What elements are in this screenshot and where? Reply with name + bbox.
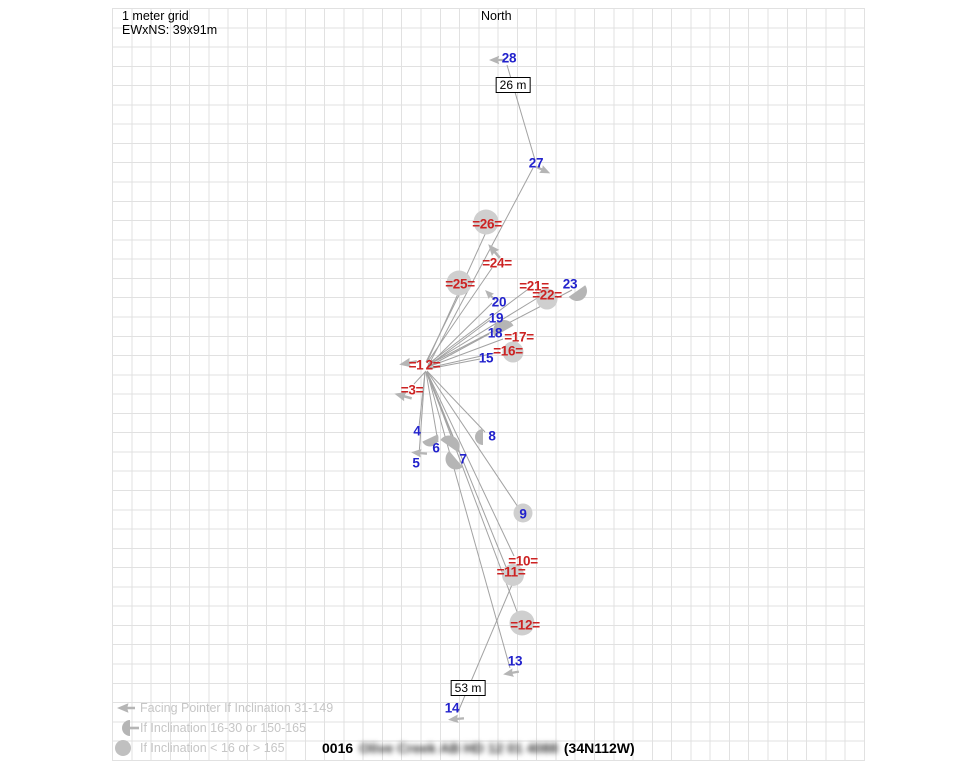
station-label-25[interactable]: =25= [445, 276, 475, 292]
station-circle-marker [509, 610, 535, 636]
survey-shot-line [426, 370, 486, 433]
shot-distance-label: 26 m [495, 77, 531, 93]
survey-shot-line [426, 371, 515, 557]
station-label-23[interactable]: 23 [562, 276, 578, 292]
station-label-7[interactable]: 7 [459, 451, 467, 467]
station-label-19[interactable]: 19 [488, 310, 504, 326]
station-label-27[interactable]: 27 [528, 155, 544, 171]
station-circle-marker [446, 270, 472, 296]
survey-shot-line [427, 289, 528, 365]
survey-shot-line [413, 370, 427, 385]
station-label-13[interactable]: 13 [507, 653, 523, 669]
circle-marker-icon [115, 740, 131, 756]
station-facing-pointer-icon [448, 714, 465, 724]
survey-shot-line [426, 267, 493, 364]
survey-shot-line [427, 358, 481, 370]
location-code: (34N112W) [563, 740, 635, 756]
station-label-24[interactable]: =24= [482, 255, 512, 271]
station-label-3[interactable]: =3= [400, 382, 424, 398]
station-circle-marker [513, 503, 533, 523]
station-label-1[interactable]: =1 [408, 357, 424, 373]
station-facing-pointer-icon [488, 244, 501, 259]
station-label-2[interactable]: 2= [425, 357, 441, 373]
station-label-18[interactable]: 18 [487, 325, 503, 341]
station-half-pointer-icon [475, 429, 483, 445]
redacted-cave-name: Olive Creek AB HD 12 01 4088 [359, 740, 558, 756]
station-label-16[interactable]: =16= [493, 343, 523, 359]
station-label-8[interactable]: 8 [488, 428, 496, 444]
legend-row-facing-pointer: Facing Pointer If Inclination 31-149 [112, 698, 333, 718]
station-label-22[interactable]: =22= [532, 287, 562, 303]
station-label-10[interactable]: =10= [508, 553, 538, 569]
survey-shot-line [426, 370, 519, 508]
meter-grid [112, 8, 865, 761]
station-half-pointer-icon [493, 320, 514, 337]
station-label-6[interactable]: 6 [432, 440, 440, 456]
station-half-pointer-icon [445, 450, 463, 470]
survey-shot-line [427, 351, 500, 369]
survey-title-bar: 0016 Olive Creek AB HD 12 01 4088 (34N11… [322, 740, 635, 756]
station-label-20[interactable]: 20 [491, 294, 507, 310]
station-facing-pointer-icon [535, 165, 551, 174]
station-label-15[interactable]: 15 [478, 350, 494, 366]
survey-shot-line [427, 333, 490, 368]
station-label-21[interactable]: =21= [519, 278, 549, 294]
survey-shot-line [425, 290, 462, 363]
survey-shot-line [427, 302, 493, 367]
north-label: North [481, 9, 512, 23]
legend: Facing Pointer If Inclination 31-149 If … [112, 698, 333, 758]
station-facing-pointer-icon [485, 290, 496, 301]
station-circle-marker [473, 209, 499, 235]
legend-label: If Inclination 16-30 or 150-165 [140, 721, 307, 735]
survey-shot-line [426, 371, 511, 669]
station-circle-marker [502, 341, 524, 363]
station-facing-pointer-icon [503, 668, 520, 677]
station-label-28[interactable]: 28 [501, 50, 517, 66]
station-label-4[interactable]: 4 [413, 423, 421, 439]
station-label-26[interactable]: =26= [472, 216, 502, 232]
legend-label: If Inclination < 16 or > 165 [140, 741, 285, 755]
legend-row-half-pointer: If Inclination 16-30 or 150-165 [112, 718, 333, 738]
survey-shot-line [418, 371, 426, 456]
survey-shot-line [427, 167, 534, 367]
station-label-11[interactable]: =11= [496, 564, 526, 580]
station-label-17[interactable]: =17= [504, 329, 534, 345]
station-half-pointer-icon [440, 435, 460, 453]
survey-shot-line [426, 371, 507, 568]
station-facing-pointer-icon [399, 357, 418, 368]
facing-pointer-icon [117, 703, 135, 713]
survey-id: 0016 [322, 740, 354, 756]
station-facing-pointer-icon [489, 55, 505, 65]
station-label-14[interactable]: 14 [444, 700, 460, 716]
survey-shot-line [425, 371, 439, 443]
station-facing-pointer-icon [394, 392, 413, 402]
shot-distance-label: 53 m [450, 680, 486, 696]
station-label-5[interactable]: 5 [412, 455, 420, 471]
station-circle-marker [536, 288, 558, 310]
station-half-pointer-icon [568, 285, 587, 301]
station-circle-marker [502, 564, 524, 586]
survey-shot-line [427, 338, 504, 368]
station-label-12[interactable]: =12= [510, 617, 540, 633]
grid-note: 1 meter grid [122, 9, 189, 23]
extent-note: EWxNS: 39x91m [122, 23, 218, 37]
scale-note: 1 meter grid EWxNS: 39x91m [122, 9, 217, 37]
station-facing-pointer-icon [411, 448, 428, 458]
half-pointer-icon [122, 720, 139, 736]
station-half-pointer-icon [422, 434, 439, 447]
legend-label: Facing Pointer If Inclination 31-149 [140, 701, 334, 715]
survey-shot-line [427, 296, 540, 366]
station-label-9[interactable]: 9 [519, 506, 527, 522]
legend-row-circle-marker: If Inclination < 16 or > 165 [112, 738, 333, 758]
survey-shot-line [427, 319, 491, 367]
